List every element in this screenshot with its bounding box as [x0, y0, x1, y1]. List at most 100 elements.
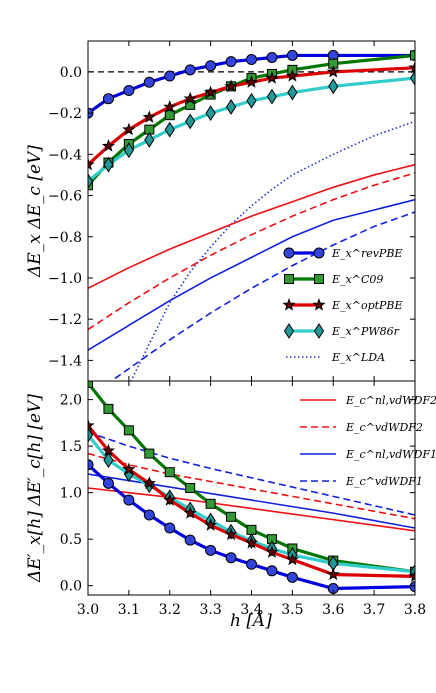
bottom-point-bottom-curve-4-3 [144, 448, 155, 459]
top-point-e-x-optpbe-10 [285, 69, 299, 82]
bottom-point-bottom-curve-4-6 [205, 498, 216, 509]
bottom-legend-label-e-c-vdwdf1: E_c^vdWDF1 [345, 475, 423, 488]
bottom-point-bottom-curve-4-7 [226, 511, 237, 522]
top-ytick-label-7: 0.0 [60, 65, 82, 81]
top-ytick-label-2: −1.0 [48, 271, 82, 287]
top-series-line-top-curve-6 [88, 172, 415, 331]
bottom-point-bottom-curve-7-1 [102, 477, 114, 489]
bottom-point-bottom-curve-6-5 [183, 506, 197, 519]
bottom-point-bottom-curve-6-6 [204, 518, 218, 531]
top-legend-marker-e-x-c09-b [314, 274, 324, 284]
top-point-e-x-optpbe-7 [224, 79, 238, 92]
top-point-e-x-revpbe-6 [205, 60, 217, 72]
top-point-e-x-revpbe-4 [164, 70, 176, 82]
bottom-point-bottom-curve-6-2 [122, 462, 136, 476]
bottom-point-bottom-curve-7-0 [88, 459, 94, 471]
top-point-e-x-pw86r-0 [88, 173, 94, 190]
top-ticks: −1.4 −1.2 −1.0 −0.8 −0.6 −0.4 −0.2 0.0 [48, 41, 416, 381]
bottom-ytick-label-4: 2.0 [60, 393, 82, 409]
top-ytick-label-4: −0.6 [48, 189, 82, 205]
bottom-xtick-label-4: 3.4 [240, 602, 262, 618]
bottom-point-bottom-curve-7-6 [205, 544, 217, 556]
top-point-e-x-pw86r-9 [266, 88, 278, 105]
top-point-e-x-revpbe-3 [143, 76, 155, 88]
top-legend: E_x^revPBE E_x^C09 E_x^optPBE E_x^PW86r E_x^… [282, 247, 403, 364]
bottom-xtick-label-2: 3.2 [159, 602, 181, 618]
bottom-xtick-label-3: 3.3 [199, 602, 221, 618]
bottom-point-bottom-curve-7-2 [123, 494, 135, 506]
top-point-e-x-c09-4 [164, 110, 175, 121]
bottom-point-bottom-curve-6-0 [88, 418, 95, 432]
bottom-point-bottom-curve-7-7 [225, 552, 237, 564]
top-ytick-label-0: −1.4 [48, 353, 82, 369]
bottom-legend: E_c^nl,vdWDF2 E_c^vdWDF2 E_c^nl,vdWDF1 E_c^… [300, 394, 436, 488]
bottom-y-axis-label: ΔE′_x[h] ΔE′_c[h] [eV] [25, 394, 45, 583]
top-point-e-x-pw86r-12 [409, 70, 415, 87]
top-point-e-x-pw86r-5 [185, 113, 196, 130]
bottom-point-bottom-curve-6-11 [326, 567, 340, 581]
top-point-e-x-revpbe-1 [102, 93, 114, 105]
top-ytick-label-3: −0.8 [48, 230, 82, 246]
top-point-e-x-pw86r-4 [164, 121, 175, 138]
top-point-e-x-revpbe-10 [286, 49, 298, 61]
top-plot-area [88, 49, 415, 381]
bottom-point-bottom-curve-4-5 [185, 483, 196, 493]
top-point-e-x-optpbe-1 [101, 139, 116, 152]
top-ytick-label-6: −0.2 [48, 106, 82, 122]
top-point-e-x-pw86r-2 [123, 142, 134, 159]
bottom-panel: 0.0 0.5 1.0 1.5 2.0 3.0 3.1 3.2 3.3 3.4 3.5 3.6 3.7 3… [25, 380, 436, 631]
top-series-line-top-curve-8 [109, 211, 415, 381]
bottom-plot-area [88, 381, 415, 594]
top-legend-label-e-x-pw86r: E_x^PW86r [331, 325, 400, 338]
top-point-e-x-optpbe-12 [408, 60, 415, 74]
top-point-e-x-optpbe-8 [244, 75, 259, 88]
bottom-point-bottom-curve-6-7 [224, 527, 238, 541]
bottom-xtick-label-6: 3.6 [322, 602, 344, 618]
top-point-e-x-optpbe-0 [88, 157, 95, 171]
bottom-point-bottom-curve-4-2 [123, 425, 134, 436]
bottom-axes-frame [87, 380, 416, 596]
bottom-ytick-label-0: 0.0 [60, 579, 82, 595]
top-y-axis-label: ΔE_x ΔE_c [eV] [25, 145, 45, 278]
top-ytick-label-5: −0.4 [48, 147, 82, 163]
top-series-line-e-x-lda [130, 120, 415, 381]
top-panel: −1.4 −1.2 −1.0 −0.8 −0.6 −0.4 −0.2 0.0 E_x^revP… [25, 40, 416, 382]
bottom-point-bottom-curve-7-4 [164, 522, 176, 534]
top-legend-marker-e-x-revpbe-a [283, 247, 295, 259]
top-legend-label-e-x-optpbe: E_x^optPBE [331, 299, 403, 312]
top-point-e-x-revpbe-2 [123, 84, 135, 96]
top-point-e-x-pw86r-11 [328, 78, 339, 95]
bottom-legend-label-e-c-nl-vdwdf1: E_c^nl,vdWDF1 [345, 448, 436, 461]
bottom-series-line-e-c-nl-vdwdf2 [88, 487, 415, 532]
bottom-point-bottom-curve-4-4 [164, 467, 175, 478]
top-point-e-x-optpbe-5 [183, 91, 197, 105]
bottom-point-bottom-curve-6-8 [244, 535, 259, 549]
top-legend-marker-e-x-optpbe-a [282, 298, 296, 311]
top-ytick-label-1: −1.2 [48, 312, 82, 328]
bottom-xtick-label-5: 3.5 [281, 602, 303, 618]
x-axis-label: h [Å] [230, 610, 272, 631]
top-point-e-x-optpbe-3 [142, 110, 156, 123]
top-point-e-x-pw86r-8 [246, 92, 257, 109]
top-point-e-x-pw86r-6 [205, 105, 216, 122]
bottom-point-bottom-curve-6-9 [265, 545, 279, 558]
bottom-point-bottom-curve-7-10 [286, 571, 298, 583]
bottom-point-bottom-curve-4-8 [246, 524, 257, 535]
top-point-e-x-revpbe-7 [225, 56, 237, 68]
bottom-point-bottom-curve-7-9 [266, 565, 278, 577]
bottom-point-bottom-curve-6-12 [408, 569, 415, 583]
bottom-point-bottom-curve-5-0 [88, 427, 94, 443]
top-point-e-x-pw86r-3 [144, 131, 155, 148]
top-point-e-x-revpbe-8 [246, 54, 257, 66]
bottom-xtick-label-7: 3.7 [363, 602, 385, 618]
top-legend-label-e-x-revpbe: E_x^revPBE [331, 247, 402, 260]
bottom-point-bottom-curve-7-8 [246, 558, 257, 570]
bottom-point-bottom-curve-6-1 [101, 443, 116, 457]
bottom-point-bottom-curve-6-3 [142, 476, 156, 489]
top-legend-marker-e-x-optpbe-b [312, 298, 326, 311]
top-point-e-x-pw86r-1 [103, 156, 114, 173]
bottom-point-bottom-curve-6-4 [163, 493, 177, 506]
bottom-xtick-label-1: 3.1 [118, 602, 140, 618]
bottom-ytick-label-1: 0.5 [60, 532, 82, 548]
top-legend-marker-e-x-pw86r-b [313, 323, 325, 339]
